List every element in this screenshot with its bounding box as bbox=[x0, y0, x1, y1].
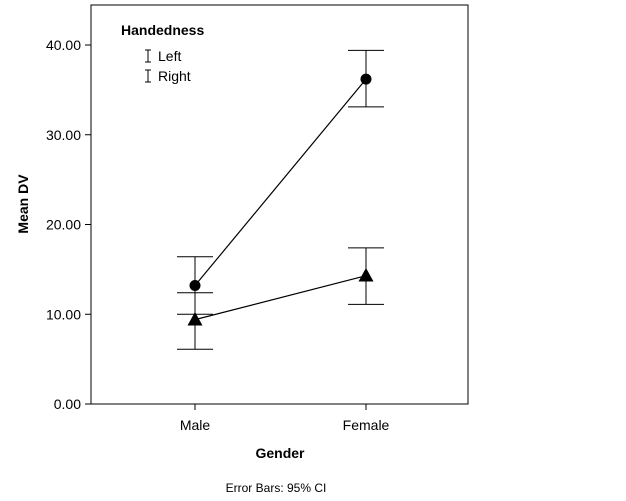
series-right bbox=[177, 247, 384, 350]
y-tick-label: 10.00 bbox=[46, 306, 81, 322]
y-tick-label: 30.00 bbox=[46, 127, 81, 143]
data-point-left bbox=[189, 280, 201, 292]
legend: Handedness Left Right bbox=[121, 22, 204, 84]
y-axis-title: Mean DV bbox=[15, 174, 31, 234]
series-left bbox=[177, 49, 384, 315]
data-point-right bbox=[187, 311, 203, 326]
plot-frame bbox=[90, 4, 469, 405]
x-tick-label: Male bbox=[180, 417, 211, 433]
legend-label-right: Right bbox=[158, 68, 191, 84]
x-tick-label: Female bbox=[343, 417, 390, 433]
legend-title: Handedness bbox=[121, 22, 204, 38]
series-line-left bbox=[194, 78, 367, 286]
x-axis-title: Gender bbox=[255, 445, 305, 461]
series-line-right bbox=[194, 275, 367, 321]
y-tick-label: 40.00 bbox=[46, 37, 81, 53]
y-tick-label: 20.00 bbox=[46, 217, 81, 233]
y-axis-ticks: 0.00 10.00 20.00 30.00 40.00 bbox=[46, 37, 91, 412]
data-point-left bbox=[360, 73, 372, 85]
legend-items: Left Right bbox=[145, 48, 191, 84]
error-bars-footnote: Error Bars: 95% CI bbox=[226, 481, 327, 495]
legend-label-left: Left bbox=[158, 48, 181, 64]
y-tick-label: 0.00 bbox=[54, 396, 81, 412]
legend-item-left: Left bbox=[145, 48, 181, 64]
series-layer bbox=[177, 49, 384, 350]
data-point-right bbox=[358, 267, 374, 282]
legend-item-right: Right bbox=[145, 68, 191, 84]
x-axis-ticks: Male Female bbox=[180, 404, 390, 433]
